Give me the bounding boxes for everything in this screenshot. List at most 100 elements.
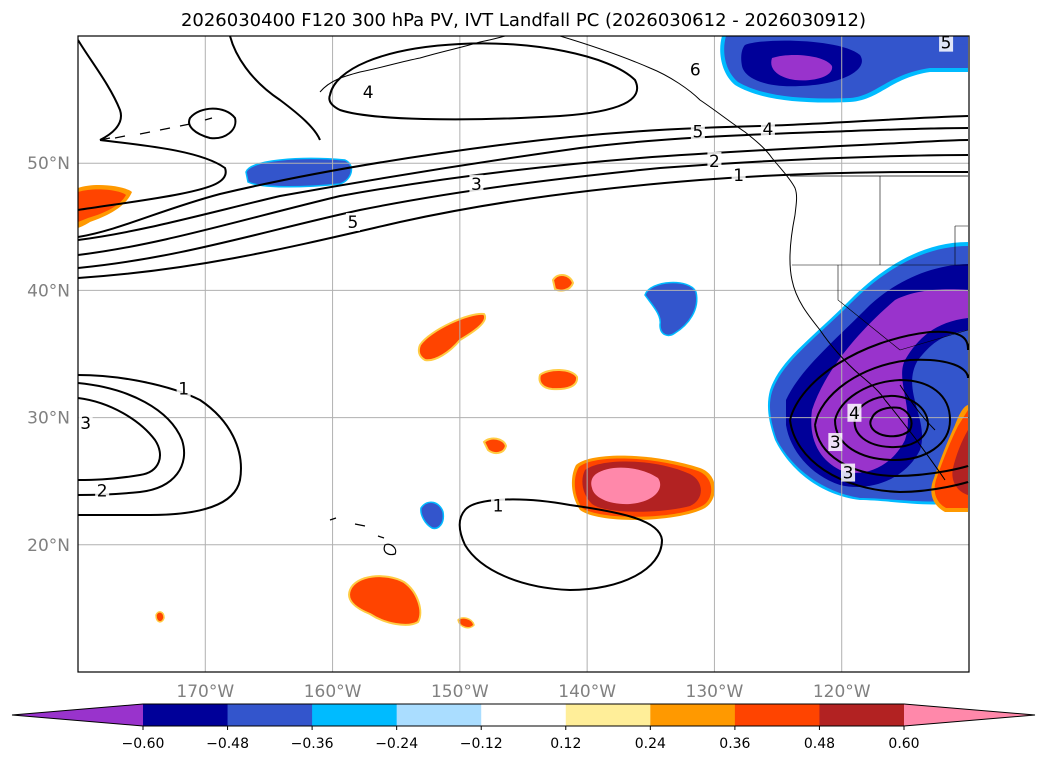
positive-blob-40n [551,274,575,292]
contour-nw-loop [229,36,321,141]
colorbar-tick-label: 0.36 [719,736,750,752]
contour-label-bg [828,433,843,452]
alaska-coast [319,36,506,93]
colorbar-extend-high [904,704,1035,726]
contour-label: 3 [80,414,91,434]
contour-1 [78,171,968,279]
contour-label: 6 [690,60,701,80]
contour-label: 1 [178,380,189,400]
colorbar-segment [227,704,313,726]
contour-ca-inner [833,378,952,462]
contour-label-bg [731,165,746,184]
colorbar-tick-label: −0.12 [460,736,503,752]
colorbar-tick-label: 0.24 [635,736,666,752]
colorbar-segment [396,704,482,726]
contour-4-west [188,107,237,140]
aleutian-islands [99,117,213,141]
contour-label-bg [690,122,705,141]
positive-blob-13n [457,617,475,629]
contour-label: 3 [830,433,841,453]
baja-coast [884,384,946,481]
positive-blob-16n [348,575,422,626]
colorbar-tick-label: 0.12 [550,736,581,752]
colorbar-tick-label: −0.24 [375,736,418,752]
contour-mid-2 [78,382,186,496]
contour-label-bg [847,403,862,422]
gridlines [78,36,969,672]
map-frame [77,35,970,673]
contour-outer-nw [78,39,227,211]
contour-label: 1 [493,497,504,517]
contour-mid-1 [78,374,242,516]
colorbar-tick-label: 0.60 [888,736,919,752]
contour-label: 1 [733,166,744,186]
colorbar-segment [312,704,398,726]
contour-label: 3 [471,175,482,195]
state-borders [792,176,969,351]
contour-2 [78,154,969,269]
contour-ca-outer [789,330,969,494]
contour-label: 2 [97,481,108,501]
x-tick-labels: 170°W 160°W 150°W 140°W 130°W 120°W [176,682,870,702]
contour-label: 3 [843,464,854,484]
contour-label-bg [78,413,93,432]
y-tick-label: 40°N [27,281,70,301]
contour-label-bg [95,481,110,500]
positive-blob-33n [538,369,579,391]
negative-blob-39n [644,281,698,337]
contour-label: 4 [849,404,860,424]
contour-label: 2 [709,152,720,172]
y-tick-label: 30°N [27,409,70,429]
us-west-coast [789,214,886,401]
x-tick-label: 170°W [176,682,234,702]
contour-label-bg [688,60,703,79]
pv-contours [78,36,969,592]
contour-mid-3 [78,397,161,481]
colorbar-extend-low [12,704,143,726]
contour-label-bg [361,83,376,102]
hawaiian-islands [329,517,397,556]
positive-region-25n [571,455,715,520]
contour-ca-mid [814,358,969,478]
colorbar-segment [734,704,820,726]
contour-label-bg [469,174,484,193]
contour-ca-core [853,394,930,449]
contour-label: 4 [762,120,773,140]
colorbar: −0.60 −0.48 −0.36 −0.24 −0.12 0.12 0.24 0.36 0.4… [11,703,1036,752]
contour-3 [78,139,969,256]
coastlines [99,36,969,556]
x-tick-label: 160°W [304,682,362,702]
contour-label-bg [939,33,954,52]
alaska-panhandle-coast [559,36,798,216]
colorbar-segment [143,704,229,726]
negative-blob-49n [245,157,353,188]
x-tick-label: 120°W [813,682,871,702]
colorbar-segment [650,704,736,726]
contour-label: 5 [692,123,703,143]
colorbar-segment [481,704,567,726]
colorbar-tick-label: 0.48 [804,736,835,752]
positive-blob-28n [482,437,508,455]
colorbar-tick-label: −0.60 [122,736,165,752]
contour-4 [78,127,969,241]
contour-label-bg [176,379,191,398]
colorbar-tick-label: −0.36 [291,736,334,752]
contour-label-bg [707,151,722,170]
colorbar-segment [565,704,651,726]
contour-label-bg [491,496,506,515]
x-tick-label: 140°W [558,682,616,702]
contour-south-1 [458,498,664,592]
contour-ca-center [869,406,913,438]
contour-label: 5 [348,213,359,233]
contour-label-bg [841,463,856,482]
contour-label-bg [345,212,360,231]
colorbar-segment [819,704,905,726]
x-tick-label: 130°W [686,682,744,702]
contour-label-bg [760,120,775,139]
y-tick-label: 50°N [27,154,70,174]
negative-blob-23n [420,501,445,530]
contour-6 [328,42,638,121]
contour-5 [78,115,969,238]
